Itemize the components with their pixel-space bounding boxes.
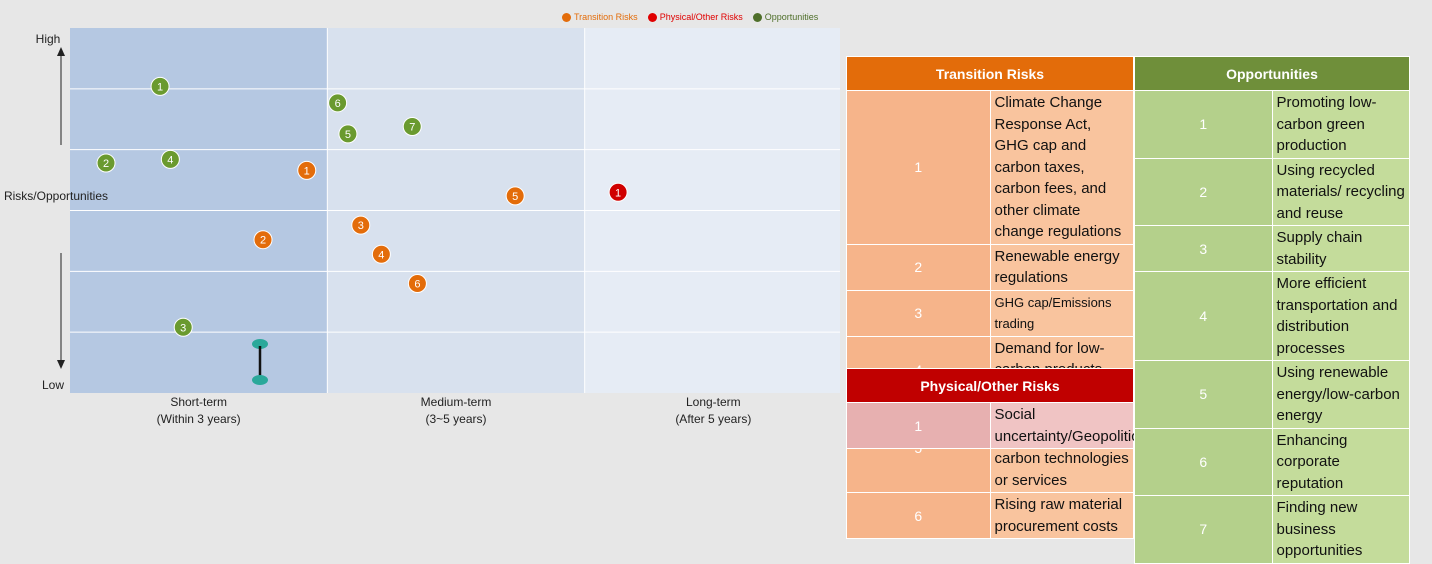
data-point (328, 93, 348, 113)
y-low-label: Low (42, 378, 64, 392)
data-point (338, 124, 358, 144)
legend-dot-physical-icon (647, 12, 657, 22)
table-row: 3 GHG cap/Emissions trading (846, 289, 1134, 337)
column-sublabel: (After 5 years) (675, 412, 751, 426)
hourglass-bottom-icon (252, 375, 268, 385)
data-point (173, 317, 193, 337)
table-row: 4 More efficient transportation and distr… (1134, 271, 1410, 361)
row-text: Supply chain stability (1271, 225, 1410, 272)
row-text: More efficient transportation and distri… (1271, 271, 1410, 361)
data-point-label: 5 (345, 129, 351, 141)
data-point-label: 1 (304, 165, 310, 177)
data-point (351, 215, 371, 235)
row-number: 5 (1134, 360, 1273, 429)
data-point-label: 2 (103, 158, 109, 170)
row-text: Renewable energy regulations (989, 243, 1134, 291)
data-point-label: 3 (180, 322, 186, 334)
legend-item-transition: Transition Risks (562, 12, 638, 22)
row-text: Climate Change Response Act, GHG cap and… (989, 90, 1134, 245)
data-point (96, 153, 116, 173)
legend-label-physical: Physical/Other Risks (659, 12, 743, 22)
data-point (505, 186, 525, 206)
opportunities-header: Opportunities (1134, 56, 1410, 91)
table-row: 6 Enhancing corporate reputation (1134, 427, 1410, 496)
row-number: 2 (846, 243, 991, 291)
row-text: GHG cap/Emissions trading (989, 289, 1134, 337)
column-label: Short-term (170, 395, 227, 409)
opportunities-table: Opportunities 1 Promoting low-carbon gree… (1134, 56, 1410, 564)
arrow-up-icon (57, 47, 65, 56)
row-number: 1 (846, 402, 991, 449)
data-point (402, 117, 422, 137)
row-number: 3 (1134, 225, 1273, 272)
data-point-label: 6 (335, 98, 341, 110)
column-sublabel: (3~5 years) (425, 412, 486, 426)
data-point-label: 5 (512, 191, 518, 203)
data-point-label: 1 (157, 81, 163, 93)
table-row: 2 Using recycled materials/ recycling and… (1134, 157, 1410, 226)
table-row: 5 Using renewable energy/low-carbon energ… (1134, 360, 1410, 429)
table-row: 6 Rising raw material procurement costs (846, 492, 1134, 539)
data-point-label: 7 (409, 122, 415, 134)
column-label: Medium-term (421, 395, 492, 409)
hourglass-top-icon (252, 339, 268, 349)
data-point-label: 4 (378, 249, 384, 261)
data-point (150, 76, 170, 96)
row-text: Using recycled materials/ recycling and … (1271, 157, 1410, 226)
physical-risks-header: Physical/Other Risks (846, 368, 1134, 403)
row-number: 6 (846, 492, 991, 539)
data-point (297, 160, 317, 180)
data-point-label: 2 (260, 235, 266, 247)
data-point (371, 244, 391, 264)
table-row: 7 Finding new business opportunities (1134, 495, 1410, 564)
transition-risks-table: Transition Risks 1 Climate Change Respons… (846, 56, 1134, 539)
legend-item-opportunities: Opportunities (752, 12, 819, 22)
row-text: Enhancing corporate reputation (1271, 427, 1410, 496)
table-row: 1 Promoting low-carbon green production (1134, 90, 1410, 159)
row-number: 4 (1134, 271, 1273, 361)
risk-opportunity-chart: Short-term (Within 3 years) Medium-term (3~… (4, 28, 840, 426)
y-axis-label: Risks/Opportunities (4, 189, 108, 203)
legend-item-physical: Physical/Other Risks (647, 12, 743, 22)
legend-label-opportunities: Opportunities (764, 12, 819, 22)
data-point-label: 3 (358, 220, 364, 232)
row-text: Rising raw material procurement costs (989, 492, 1134, 539)
data-point-label: 1 (615, 187, 621, 199)
row-number: 1 (846, 90, 991, 245)
table-row: 1 Climate Change Response Act, GHG cap an… (846, 90, 1134, 245)
chart-legend: Transition Risks Physical/Other Risks Op… (562, 12, 818, 22)
legend-dot-opportunities-icon (752, 12, 762, 22)
table-row: 2 Renewable energy regulations (846, 243, 1134, 291)
row-text: Finding new business opportunities (1271, 495, 1410, 564)
row-number: 3 (846, 289, 991, 337)
column-label: Long-term (686, 395, 741, 409)
physical-risks-table: Physical/Other Risks 1 Social uncertainty… (846, 368, 1146, 449)
data-point-label: 4 (167, 154, 173, 166)
row-text: Using renewable energy/low-carbon energy (1271, 360, 1410, 429)
row-number: 2 (1134, 157, 1273, 226)
arrow-down-icon (57, 360, 65, 369)
transition-risks-header: Transition Risks (846, 56, 1134, 91)
row-number: 7 (1134, 495, 1273, 564)
row-number: 1 (1134, 90, 1273, 159)
data-point (407, 274, 427, 293)
row-text: Promoting low-carbon green production (1271, 90, 1410, 159)
data-point (608, 182, 628, 202)
row-number: 6 (1134, 427, 1273, 496)
y-high-label: High (36, 32, 61, 46)
legend-dot-transition-icon (562, 12, 571, 22)
table-row: 1 Social uncertainty/Geopolitics (846, 402, 1146, 449)
column-sublabel: (Within 3 years) (157, 412, 241, 426)
data-point (253, 230, 273, 250)
row-text: Social uncertainty/Geopolitics (989, 402, 1146, 449)
legend-label-transition: Transition Risks (574, 12, 638, 22)
data-point-label: 6 (414, 279, 420, 291)
table-row: 3 Supply chain stability (1134, 225, 1410, 272)
data-point (160, 149, 180, 169)
